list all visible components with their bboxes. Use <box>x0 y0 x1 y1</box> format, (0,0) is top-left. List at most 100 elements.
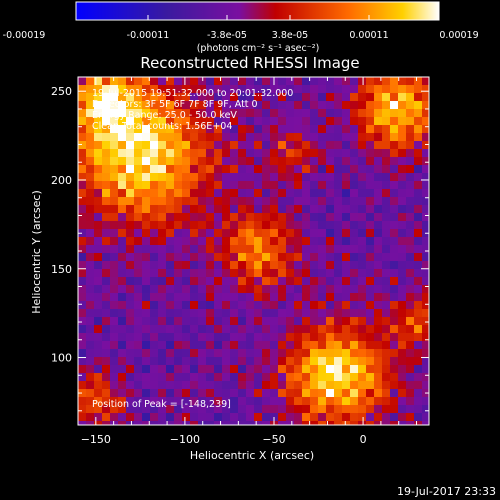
heatmap-cell <box>174 133 183 142</box>
heatmap-cell <box>406 389 415 398</box>
heatmap-cell <box>254 213 263 222</box>
heatmap-cell <box>102 317 111 326</box>
heatmap-cell <box>318 149 327 158</box>
heatmap-cell <box>294 125 303 134</box>
heatmap-cell <box>126 389 135 398</box>
heatmap-cell <box>190 357 199 366</box>
heatmap-cell <box>262 269 271 278</box>
heatmap-cell <box>398 189 407 198</box>
heatmap-cell <box>414 205 423 214</box>
heatmap-cell <box>134 189 143 198</box>
heatmap-cell <box>126 405 135 414</box>
heatmap-cell <box>398 381 407 390</box>
heatmap-cell <box>366 357 375 366</box>
heatmap-cell <box>414 173 423 182</box>
heatmap-cell <box>278 133 287 142</box>
heatmap-cell <box>270 317 279 326</box>
heatmap-cell <box>406 341 415 350</box>
heatmap-cell <box>118 213 127 222</box>
heatmap-cell <box>270 293 279 302</box>
heatmap-cell <box>166 157 175 166</box>
heatmap-cell <box>406 405 415 414</box>
heatmap-cell <box>366 213 375 222</box>
heatmap-cell <box>102 389 111 398</box>
heatmap-cell <box>222 229 231 238</box>
heatmap-cell <box>118 149 127 158</box>
heatmap-cell <box>238 285 247 294</box>
heatmap-cell <box>286 333 295 342</box>
heatmap-cell <box>270 205 279 214</box>
heatmap-cell <box>166 197 175 206</box>
heatmap-cell <box>302 237 311 246</box>
heatmap-cell <box>94 85 103 94</box>
heatmap-cell <box>422 237 429 246</box>
heatmap-cell <box>254 133 263 142</box>
heatmap-cell <box>86 101 95 110</box>
heatmap-cell <box>134 317 143 326</box>
heatmap-cell <box>334 325 343 334</box>
heatmap-cell <box>110 133 119 142</box>
heatmap-cell <box>350 149 359 158</box>
heatmap-cell <box>126 165 135 174</box>
heatmap-cell <box>310 205 319 214</box>
heatmap-cell <box>246 141 255 150</box>
heatmap-cell <box>238 101 247 110</box>
heatmap-cell <box>262 325 271 334</box>
heatmap-cell <box>342 205 351 214</box>
heatmap-cell <box>294 325 303 334</box>
heatmap-cell <box>254 277 263 286</box>
heatmap-cell <box>254 365 263 374</box>
heatmap-cell <box>118 309 127 318</box>
heatmap-cell <box>166 285 175 294</box>
heatmap-cell <box>262 133 271 142</box>
heatmap-cell <box>166 245 175 254</box>
heatmap-cell <box>126 117 135 126</box>
heatmap-cell <box>214 165 223 174</box>
heatmap-cell <box>174 229 183 238</box>
heatmap-cell <box>374 141 383 150</box>
heatmap-cell <box>262 189 271 198</box>
heatmap-cell <box>358 165 367 174</box>
heatmap-cell <box>190 341 199 350</box>
heatmap-cell <box>382 125 391 134</box>
heatmap-cell <box>158 317 167 326</box>
heatmap-cell <box>406 365 415 374</box>
heatmap-cell <box>182 93 191 102</box>
heatmap-cell <box>206 149 215 158</box>
heatmap-cell <box>358 189 367 198</box>
heatmap-cell <box>134 365 143 374</box>
heatmap-cell <box>198 189 207 198</box>
heatmap-cell <box>414 149 423 158</box>
heatmap-cell <box>318 173 327 182</box>
heatmap-cell <box>342 421 351 425</box>
heatmap-cell <box>406 285 415 294</box>
heatmap-cell <box>94 413 103 422</box>
heatmap-cell <box>390 165 399 174</box>
heatmap-cell <box>366 189 375 198</box>
heatmap-cell <box>94 365 103 374</box>
heatmap-cell <box>326 317 335 326</box>
heatmap-cell <box>398 357 407 366</box>
heatmap-cell <box>406 301 415 310</box>
heatmap-cell <box>390 157 399 166</box>
heatmap-cell <box>78 389 87 398</box>
heatmap-cell <box>118 181 127 190</box>
heatmap-cell <box>206 141 215 150</box>
heatmap-cell <box>166 117 175 126</box>
heatmap-cell <box>126 85 135 94</box>
heatmap-cell <box>94 93 103 102</box>
heatmap-cell <box>382 117 391 126</box>
heatmap-cell <box>222 293 231 302</box>
annotation-time-range: 19-Jul-2015 19:51:32.000 to 20:01:32.000 <box>92 88 293 99</box>
heatmap-cell <box>222 197 231 206</box>
heatmap-cell <box>270 397 279 406</box>
heatmap-cell <box>326 277 335 286</box>
heatmap-cell <box>230 253 239 262</box>
heatmap-cell <box>398 285 407 294</box>
heatmap-cell <box>262 349 271 358</box>
heatmap-cell <box>198 173 207 182</box>
heatmap-cell <box>166 293 175 302</box>
heatmap-cell <box>374 293 383 302</box>
heatmap-cell <box>358 85 367 94</box>
heatmap-cell <box>326 149 335 158</box>
